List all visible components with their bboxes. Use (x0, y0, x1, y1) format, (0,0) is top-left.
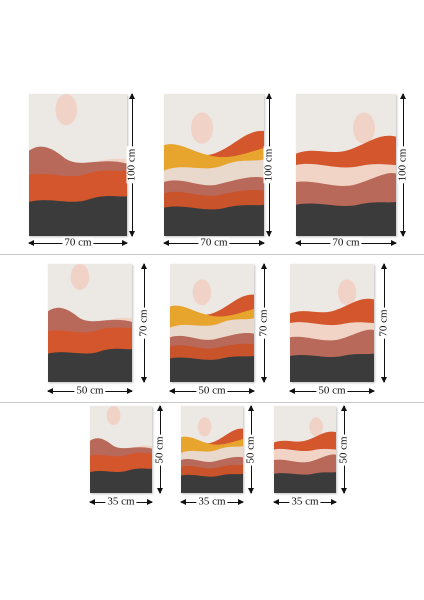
height-dimension-large-3: 100 cm (396, 93, 410, 237)
sun-icon (191, 112, 213, 144)
charcoal-hill (170, 356, 254, 382)
width-dimension-small-1: 35 cm (89, 495, 153, 509)
artwork (170, 264, 254, 382)
width-label: 35 cm (196, 495, 228, 508)
row-separator-1 (0, 254, 424, 255)
sun-icon (70, 264, 90, 290)
width-label: 35 cm (289, 495, 321, 508)
charcoal-hill (90, 468, 152, 493)
width-label: 70 cm (62, 236, 94, 249)
artwork (90, 406, 152, 493)
sun-icon (353, 112, 375, 144)
width-dimension-small-2: 35 cm (180, 495, 244, 509)
sun-icon (106, 406, 121, 426)
width-dimension-medium-1: 50 cm (47, 384, 133, 398)
row-separator-2 (0, 402, 424, 403)
artwork (181, 406, 243, 493)
charcoal-hill (296, 201, 396, 236)
width-dimension-large-3: 70 cm (295, 236, 397, 250)
charcoal-hill (29, 196, 127, 236)
height-label: 50 cm (244, 433, 257, 466)
width-label: 50 cm (74, 384, 106, 397)
charcoal-hill (164, 204, 264, 236)
artwork (290, 264, 374, 382)
width-dimension-medium-3: 50 cm (289, 384, 375, 398)
artwork (296, 94, 396, 236)
width-label: 50 cm (316, 384, 348, 397)
height-dimension-medium-1: 70 cm (137, 263, 151, 383)
sun-icon (197, 417, 212, 437)
width-label: 70 cm (330, 236, 362, 249)
canvas-print-large-3 (296, 94, 396, 236)
height-label: 70 cm (377, 307, 390, 339)
sun-icon (309, 417, 323, 437)
width-dimension-large-2: 70 cm (163, 236, 265, 250)
width-dimension-medium-2: 50 cm (169, 384, 255, 398)
charcoal-hill (181, 473, 243, 493)
width-label: 35 cm (105, 495, 137, 508)
sun-icon (55, 94, 78, 126)
height-dimension-small-1: 50 cm (153, 405, 167, 494)
width-dimension-large-1: 70 cm (28, 236, 128, 250)
height-dimension-large-2: 100 cm (262, 93, 276, 237)
canvas-print-medium-2 (170, 264, 254, 382)
height-label: 50 cm (153, 433, 166, 466)
height-label: 70 cm (137, 307, 150, 339)
artwork (48, 264, 132, 382)
canvas-print-small-2 (181, 406, 243, 493)
canvas-print-medium-1 (48, 264, 132, 382)
height-label: 100 cm (396, 146, 409, 184)
height-dimension-medium-3: 70 cm (377, 263, 391, 383)
canvas-print-small-3 (274, 406, 336, 493)
sun-icon (192, 279, 212, 306)
artwork (164, 94, 264, 236)
height-dimension-medium-2: 70 cm (257, 263, 271, 383)
sun-icon (337, 279, 357, 306)
charcoal-hill (274, 472, 336, 493)
charcoal-hill (48, 348, 132, 382)
artwork (29, 94, 127, 236)
canvas-print-large-1 (29, 94, 127, 236)
height-dimension-small-2: 50 cm (244, 405, 258, 494)
canvas-print-large-2 (164, 94, 264, 236)
height-label: 100 cm (262, 146, 275, 184)
artwork (274, 406, 336, 493)
height-label: 70 cm (257, 307, 270, 339)
charcoal-hill (290, 353, 374, 382)
width-dimension-small-3: 35 cm (273, 495, 337, 509)
width-label: 50 cm (196, 384, 228, 397)
height-label: 50 cm (337, 433, 350, 466)
canvas-print-medium-3 (290, 264, 374, 382)
canvas-print-small-1 (90, 406, 152, 493)
height-label: 100 cm (125, 146, 138, 184)
height-dimension-large-1: 100 cm (125, 93, 139, 237)
width-label: 70 cm (198, 236, 230, 249)
height-dimension-small-3: 50 cm (337, 405, 351, 494)
